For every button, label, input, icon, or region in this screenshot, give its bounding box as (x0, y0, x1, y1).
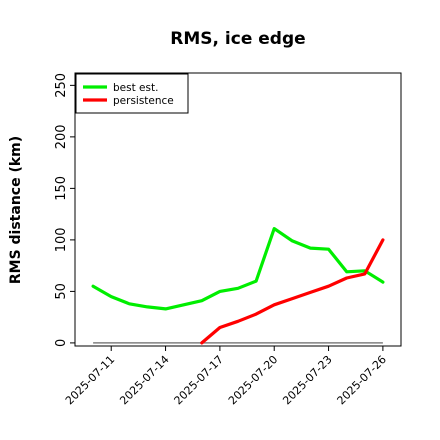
x-tick-label: 2025-07-23 (280, 353, 334, 407)
series-line-persistence (200, 238, 385, 345)
legend: best est.persistence (75, 73, 189, 114)
x-tick-label: 2025-07-14 (117, 353, 171, 407)
y-tick-label: 150 (54, 176, 69, 201)
legend-box (75, 73, 189, 114)
y-tick-label: 200 (54, 124, 69, 149)
legend-label: best est. (113, 82, 158, 94)
x-tick-label: 2025-07-26 (335, 353, 389, 407)
x-tick-label: 2025-07-17 (172, 353, 226, 407)
x-tick-label: 2025-07-11 (63, 353, 117, 407)
chart-title: RMS, ice edge (170, 29, 305, 49)
y-tick-label: 250 (54, 73, 69, 98)
y-tick-label: 0 (54, 339, 69, 347)
y-tick-label: 50 (54, 283, 69, 300)
plot-frame (74, 72, 402, 347)
y-axis-label: RMS distance (km) (8, 136, 24, 284)
series-line-best-est (91, 227, 385, 311)
x-tick-label: 2025-07-20 (226, 353, 280, 407)
legend-label: persistence (113, 95, 174, 107)
y-tick-label: 100 (54, 227, 69, 252)
